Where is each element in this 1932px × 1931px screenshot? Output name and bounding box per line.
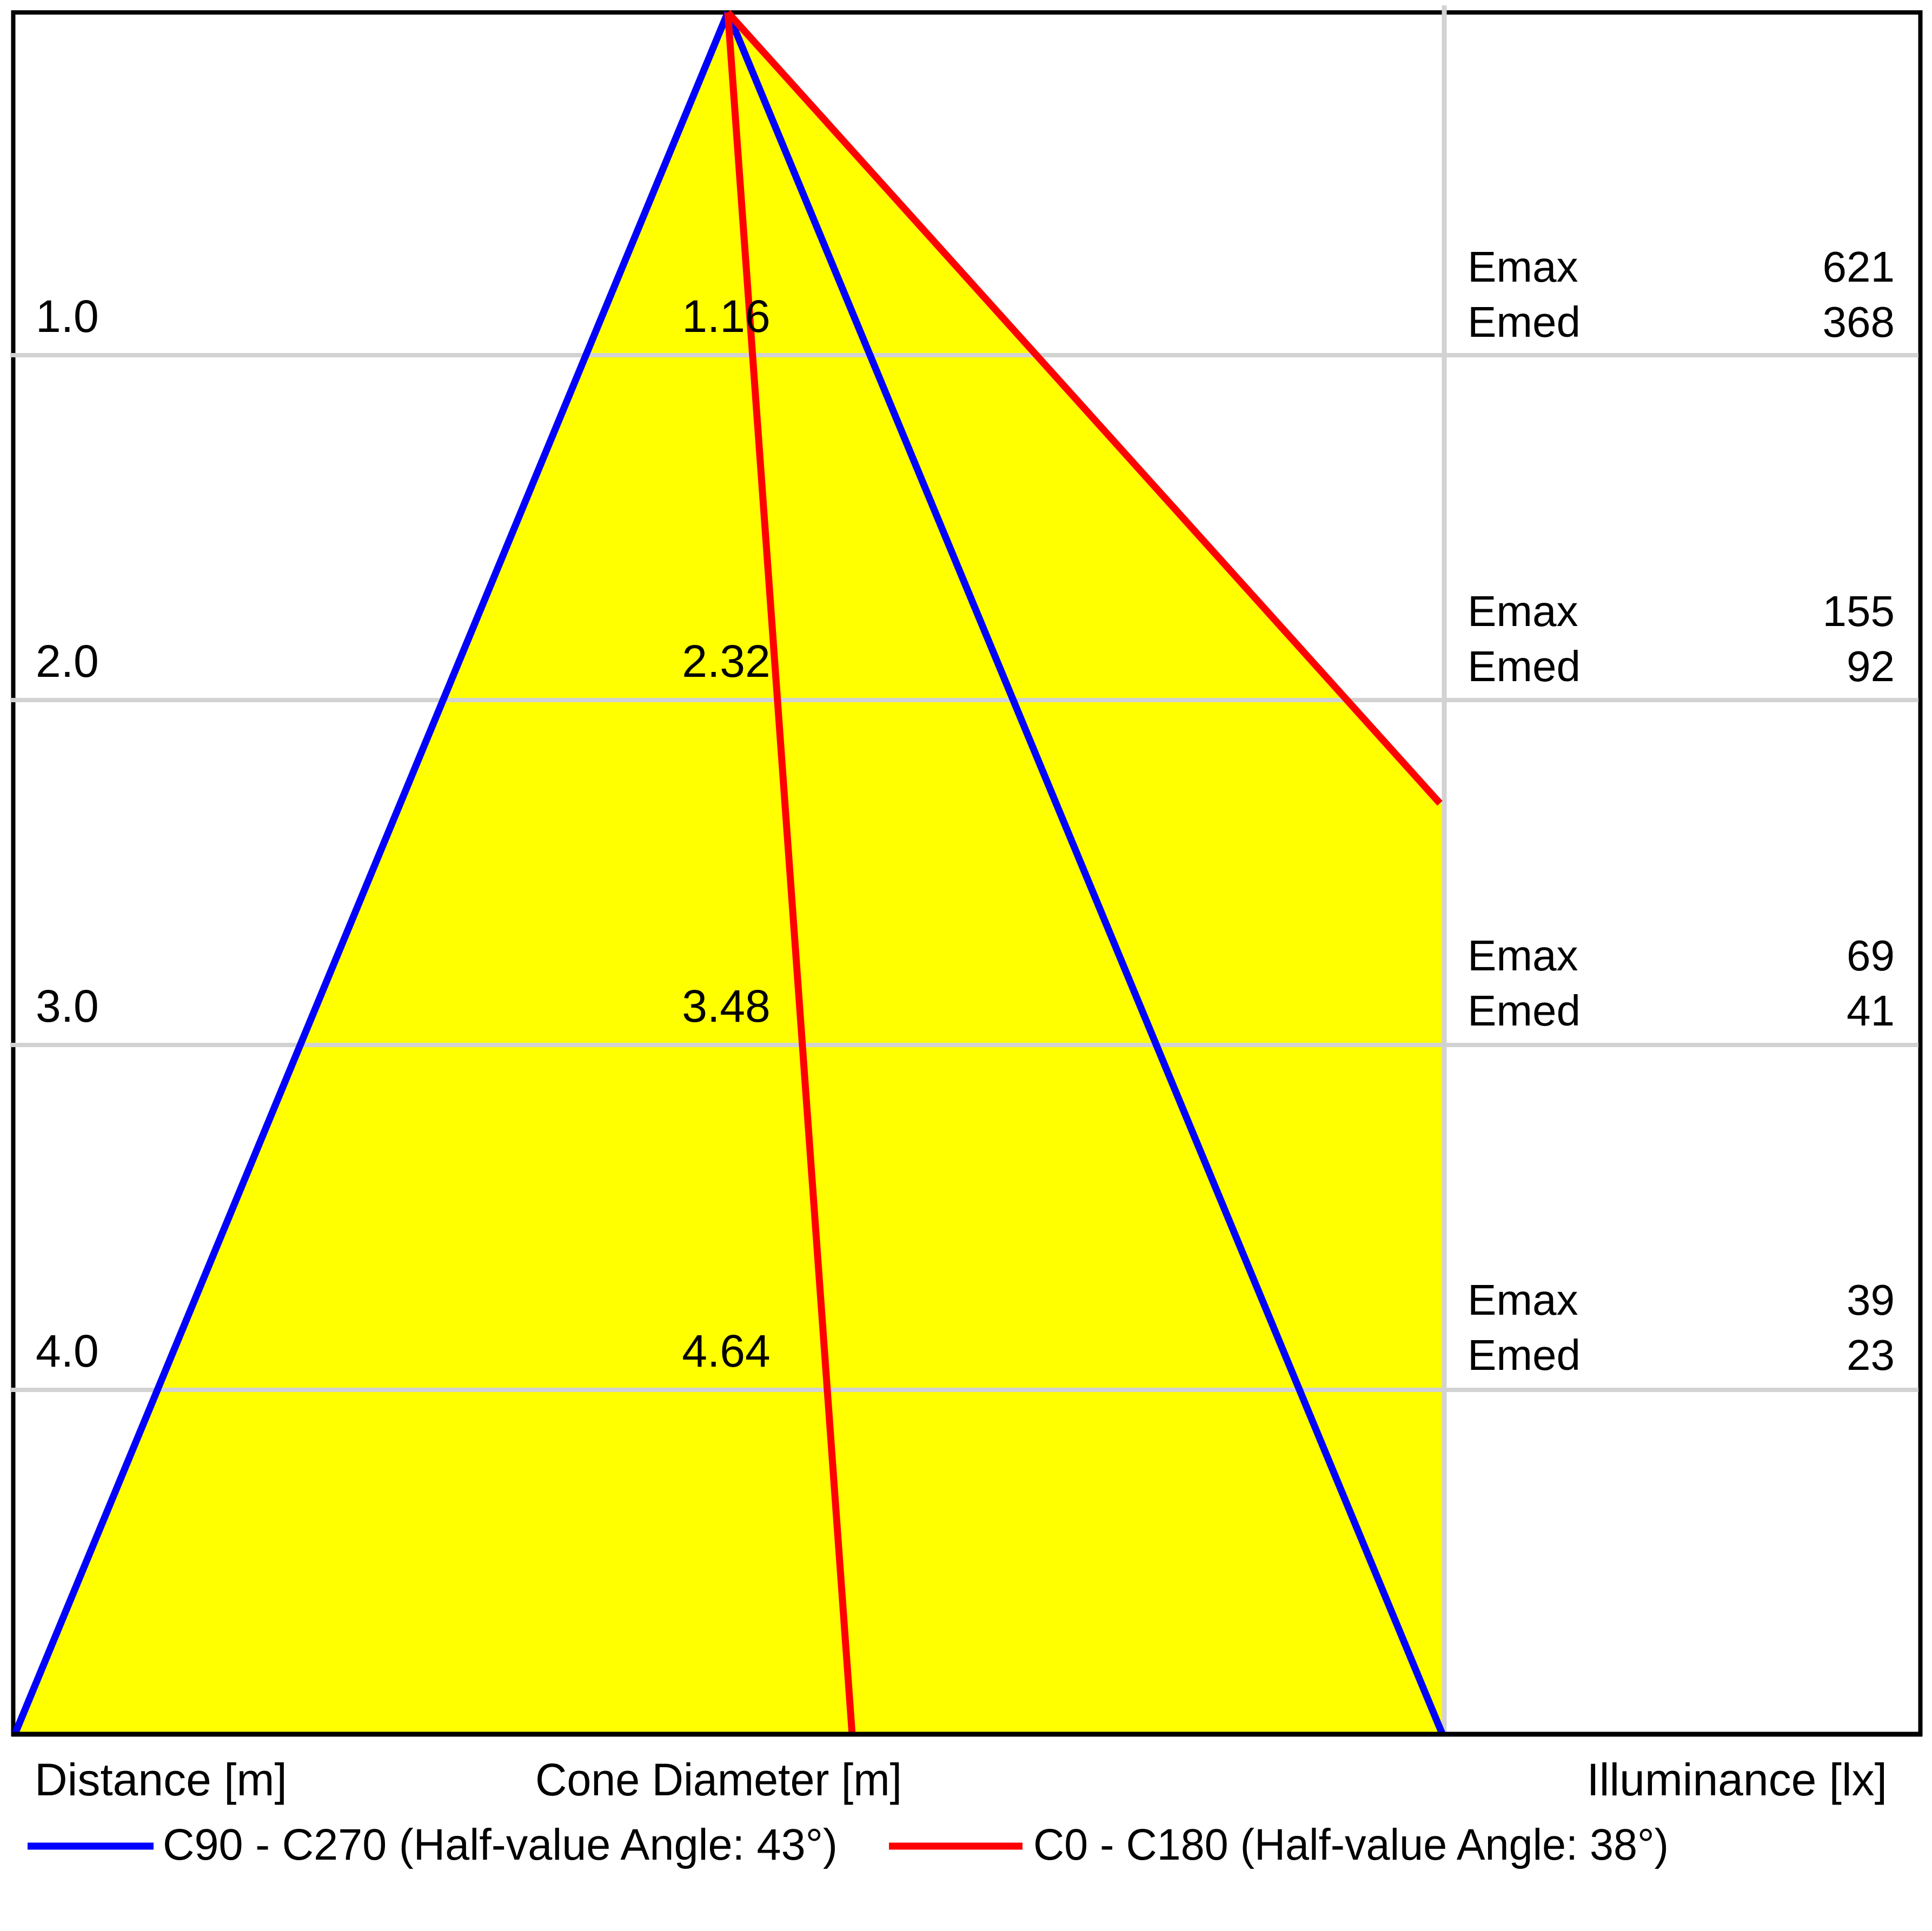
- svg-text:C90 - C270 (Half-value Angle:: C90 - C270 (Half-value Angle: 43°): [163, 1820, 838, 1869]
- svg-text:39: 39: [1847, 1276, 1895, 1324]
- svg-text:3.48: 3.48: [682, 981, 771, 1031]
- svg-text:3.0: 3.0: [36, 981, 99, 1031]
- svg-text:1.16: 1.16: [682, 291, 771, 342]
- svg-text:1.0: 1.0: [36, 291, 99, 342]
- svg-text:368: 368: [1823, 298, 1895, 346]
- svg-text:Emax: Emax: [1468, 931, 1578, 980]
- svg-text:Emax: Emax: [1468, 1276, 1578, 1324]
- svg-text:Emax: Emax: [1468, 587, 1578, 635]
- svg-text:92: 92: [1847, 642, 1895, 690]
- svg-text:Cone Diameter [m]: Cone Diameter [m]: [535, 1754, 902, 1805]
- svg-text:4.0: 4.0: [36, 1326, 99, 1376]
- svg-text:Distance [m]: Distance [m]: [35, 1754, 287, 1805]
- svg-text:Emax: Emax: [1468, 243, 1578, 291]
- svg-text:155: 155: [1823, 587, 1895, 635]
- svg-text:Emed: Emed: [1468, 1331, 1581, 1379]
- svg-text:2.0: 2.0: [36, 636, 99, 687]
- svg-text:69: 69: [1847, 931, 1895, 980]
- svg-text:621: 621: [1823, 243, 1895, 291]
- svg-text:C0 - C180 (Half-value Angle: 3: C0 - C180 (Half-value Angle: 38°): [1033, 1820, 1669, 1869]
- svg-text:Emed: Emed: [1468, 642, 1581, 690]
- svg-text:41: 41: [1847, 987, 1895, 1035]
- svg-text:23: 23: [1847, 1331, 1895, 1379]
- svg-text:Emed: Emed: [1468, 298, 1581, 346]
- svg-text:Emed: Emed: [1468, 987, 1581, 1035]
- svg-text:Illuminance [lx]: Illuminance [lx]: [1586, 1754, 1887, 1805]
- svg-text:2.32: 2.32: [682, 636, 771, 687]
- svg-text:4.64: 4.64: [682, 1326, 771, 1376]
